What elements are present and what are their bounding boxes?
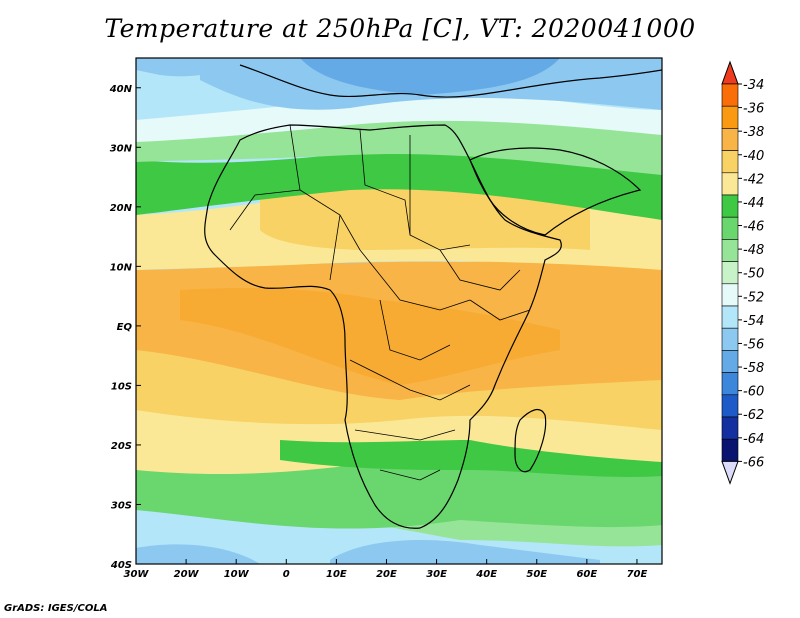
colorbar-label: -36 <box>743 102 764 117</box>
lon-tick-label: 50E <box>526 569 547 580</box>
colorbar-label: -40 <box>743 149 764 164</box>
colorbar-label: -42 <box>743 172 764 187</box>
longitude-axis: 30W 20W 10W 0 10E 20E 30E 40E 50E 60E 70E <box>124 559 648 580</box>
colorbar-segment <box>721 83 739 107</box>
map-title: Temperature at 250hPa [C], VT: 202004100… <box>104 14 696 43</box>
lat-tick-label: 20S <box>111 441 132 452</box>
grads-credit: GrADS: IGES/COLA <box>4 603 108 614</box>
colorbar-legend: -34 -36 -38 -40 -42 -44 -46 -48 -50 -52 -54 -56 -58 -… <box>721 60 764 485</box>
africa-coastline <box>204 124 562 529</box>
colorbar-label: -62 <box>743 408 764 423</box>
colorbar-segment <box>721 350 739 373</box>
coastlines <box>204 64 662 529</box>
latitude-axis: 40S 30S 20S 10S EQ 10N 20N 30N 40N <box>109 84 141 571</box>
colorbar-top-arrow <box>721 60 739 85</box>
colorbar-segment <box>721 172 739 196</box>
colorbar-segment <box>721 105 739 129</box>
lon-tick-label: 20E <box>376 569 397 580</box>
lat-tick-label: 10N <box>110 262 133 273</box>
colorbar-segment <box>721 438 739 462</box>
colorbar-label: -48 <box>743 243 764 258</box>
colorbar-segment <box>721 216 739 240</box>
colorbar-label: -50 <box>743 267 764 282</box>
plot-frame <box>135 57 663 565</box>
colorbar-label: -56 <box>743 337 764 352</box>
lat-tick-label: 30N <box>110 143 133 154</box>
lon-tick-label: 20W <box>174 569 200 580</box>
colorbar-bottom-arrow <box>721 460 739 485</box>
colorbar-segment <box>721 150 739 174</box>
colorbar-label: -54 <box>743 314 764 329</box>
lat-tick-label: 40N <box>109 84 133 95</box>
lat-tick-label: 10S <box>111 381 132 392</box>
colorbar-segment <box>721 239 739 262</box>
colorbar-segment <box>721 261 739 285</box>
lon-tick-label: 10E <box>326 569 347 580</box>
colorbar-segment <box>721 394 739 418</box>
europe-coastline <box>239 64 662 98</box>
country-borders <box>229 124 531 481</box>
colorbar-label: -64 <box>743 432 764 447</box>
colorbar-label: -44 <box>743 196 764 211</box>
lon-tick-label: 30W <box>124 569 150 580</box>
colorbar-label: -52 <box>743 290 764 305</box>
colorbar-label: -34 <box>743 78 764 93</box>
lat-tick-label: EQ <box>117 322 133 333</box>
colorbar-segment <box>721 305 739 329</box>
colorbar-segment <box>721 416 739 440</box>
lon-tick-label: 60E <box>576 569 597 580</box>
colorbar-label: -38 <box>743 125 764 140</box>
colorbar-segment <box>721 283 739 307</box>
lon-tick-label: 30E <box>426 569 447 580</box>
madagascar-coastline <box>514 408 547 473</box>
colorbar-segment <box>721 194 739 218</box>
colorbar-segment <box>721 327 739 351</box>
lon-tick-label: 10W <box>224 569 250 580</box>
lon-tick-label: 40E <box>475 569 497 580</box>
lat-tick-label: 20N <box>110 203 133 214</box>
lat-tick-label: 30S <box>111 500 132 511</box>
arabia-coastline <box>469 147 642 236</box>
colorbar-label: -46 <box>743 220 764 235</box>
lat-tick-label: 40S <box>110 560 132 571</box>
colorbar-label: -66 <box>743 455 764 470</box>
lon-tick-label: 0 <box>283 569 290 580</box>
lon-tick-label: 70E <box>627 569 648 580</box>
colorbar-segment <box>721 372 739 396</box>
colorbar-segment <box>721 128 739 151</box>
colorbar-label: -60 <box>743 385 764 400</box>
colorbar-label: -58 <box>743 361 764 376</box>
temperature-field <box>136 58 662 564</box>
